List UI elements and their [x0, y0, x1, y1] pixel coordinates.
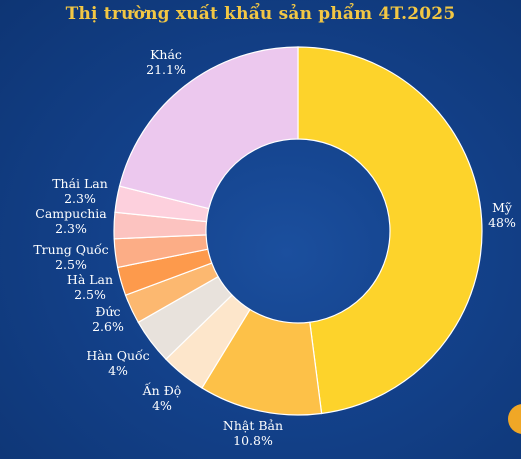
slice-label-3: Hàn Quốc 4%: [83, 348, 153, 378]
decorative-circle: [508, 404, 521, 434]
slice-label-0: Mỹ 48%: [482, 200, 521, 230]
slice-value: 2.3%: [64, 191, 96, 206]
slice-name: Hà Lan: [66, 272, 114, 287]
slice-value: 10.8%: [233, 433, 273, 448]
slice-value: 2.5%: [55, 257, 87, 272]
slice-name: Ấn Độ: [142, 383, 182, 398]
slice-label-5: Hà Lan 2.5%: [65, 272, 115, 302]
slice-name: Mỹ: [492, 200, 512, 215]
slice-label-9: Khác 21.1%: [136, 47, 196, 77]
slice-name: Campuchia: [35, 206, 107, 221]
slice-name: Đức: [95, 304, 121, 319]
slice-value: 2.3%: [55, 221, 87, 236]
slice-name: Khác: [150, 47, 182, 62]
slice-label-6: Trung Quốc 2.5%: [26, 242, 116, 272]
slice-label-1: Nhật Bản 10.8%: [218, 418, 288, 448]
slice-value: 4%: [108, 363, 128, 378]
slice-value: 2.5%: [74, 287, 106, 302]
slice-label-7: Campuchia 2.3%: [31, 206, 111, 236]
slice-value: 4%: [152, 398, 172, 413]
slice-value: 2.6%: [92, 319, 124, 334]
slice-name: Nhật Bản: [222, 418, 284, 433]
slice-name: Thái Lan: [52, 176, 108, 191]
slice-9: [118, 46, 299, 210]
slice-label-8: Thái Lan 2.3%: [50, 176, 110, 206]
chart-title: Thị trường xuất khẩu sản phẩm 4T.2025: [65, 4, 456, 24]
slice-0: [297, 46, 483, 415]
slice-label-2: Ấn Độ 4%: [142, 383, 182, 413]
slice-value: 48%: [488, 215, 516, 230]
slice-label-4: Đức 2.6%: [88, 304, 128, 334]
slice-name: Trung Quốc: [33, 242, 109, 257]
slice-value: 21.1%: [146, 62, 186, 77]
slice-name: Hàn Quốc: [86, 348, 150, 363]
